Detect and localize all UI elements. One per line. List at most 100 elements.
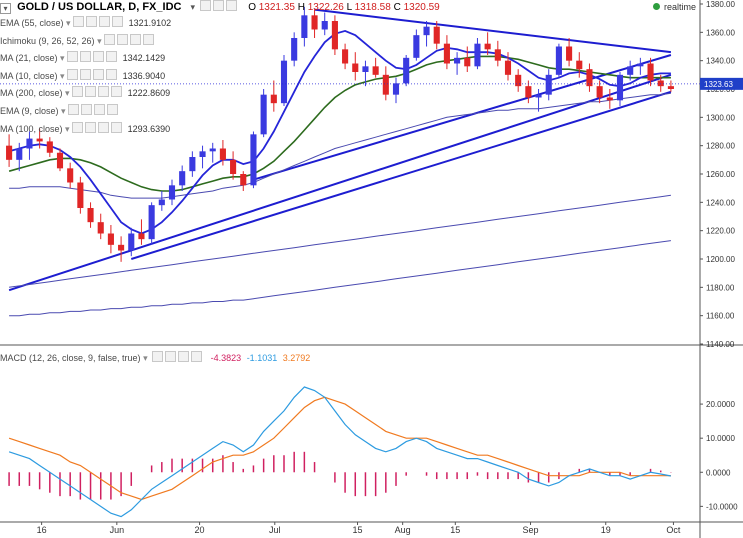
eye-icon[interactable]	[71, 86, 83, 98]
macd-legend[interactable]: MACD (12, 26, close, 9, false, true) ▾ -…	[0, 351, 311, 363]
candle[interactable]	[291, 38, 298, 61]
candle[interactable]	[657, 80, 664, 87]
candle[interactable]	[413, 35, 420, 58]
more-icon[interactable]	[142, 33, 154, 45]
indicator-menu-icon[interactable]: ▾	[62, 123, 70, 134]
candle[interactable]	[372, 66, 379, 75]
candle[interactable]	[189, 157, 196, 172]
candle[interactable]	[6, 145, 13, 160]
settings-icon[interactable]	[213, 0, 225, 11]
candle[interactable]	[209, 148, 216, 152]
candle[interactable]	[87, 208, 94, 223]
candle[interactable]	[179, 171, 186, 186]
indicator-label[interactable]: Ichimoku (9, 26, 52, 26)	[0, 35, 95, 46]
candle[interactable]	[576, 60, 583, 70]
trendline[interactable]	[314, 8, 672, 54]
candle[interactable]	[454, 57, 461, 64]
candle[interactable]	[230, 159, 237, 174]
candle[interactable]	[342, 49, 349, 64]
candle[interactable]	[240, 174, 247, 186]
candle[interactable]	[199, 151, 206, 157]
settings-icon[interactable]	[84, 121, 96, 133]
indicator-menu-icon[interactable]: ▾	[94, 35, 102, 46]
close-icon[interactable]	[98, 16, 110, 27]
candle[interactable]	[118, 244, 125, 251]
indicator-label[interactable]: MA (21, close)	[0, 53, 58, 64]
eye-icon[interactable]	[103, 33, 115, 45]
candle[interactable]	[586, 69, 593, 87]
candle[interactable]	[515, 74, 522, 87]
settings-icon[interactable]	[80, 104, 92, 115]
candle[interactable]	[525, 86, 532, 98]
indicator-row[interactable]: Ichimoku (9, 26, 52, 26) ▾	[0, 33, 160, 47]
candle[interactable]	[260, 94, 267, 135]
candle[interactable]	[67, 168, 74, 183]
close-icon[interactable]	[226, 0, 238, 11]
candle[interactable]	[667, 86, 674, 89]
candle[interactable]	[219, 148, 226, 160]
candle[interactable]	[504, 60, 512, 75]
indicator-row[interactable]: EMA (55, close) ▾ 1321.9102	[0, 16, 171, 29]
candle[interactable]	[464, 57, 471, 67]
indicator-label[interactable]: MA (10, close)	[0, 70, 58, 81]
more-icon[interactable]	[106, 104, 118, 115]
eye-icon[interactable]	[66, 51, 78, 63]
candle[interactable]	[545, 74, 552, 95]
candle[interactable]	[474, 43, 481, 67]
eye-icon[interactable]	[200, 0, 212, 11]
candle[interactable]	[647, 63, 654, 81]
eye-icon[interactable]	[152, 351, 164, 362]
indicator-menu-icon[interactable]: ▾	[58, 106, 66, 116]
more-icon[interactable]	[105, 51, 117, 63]
indicator-menu-icon[interactable]: ▾	[57, 53, 65, 64]
candle[interactable]	[423, 26, 430, 36]
more-icon[interactable]	[110, 121, 122, 133]
trendline[interactable]	[130, 90, 672, 260]
indicator-menu-icon[interactable]: ▾	[57, 70, 65, 81]
indicator-label[interactable]: MA (200, close)	[0, 88, 63, 99]
candle[interactable]	[56, 152, 64, 169]
candle[interactable]	[331, 21, 338, 50]
candle[interactable]	[596, 86, 603, 98]
more-icon[interactable]	[105, 68, 117, 80]
candle[interactable]	[566, 46, 573, 61]
candle[interactable]	[16, 148, 23, 160]
candle[interactable]	[443, 43, 450, 64]
candle[interactable]	[637, 63, 644, 67]
close-icon[interactable]	[92, 68, 104, 80]
settings-icon[interactable]	[79, 68, 91, 80]
close-icon[interactable]	[97, 86, 109, 98]
more-icon[interactable]	[191, 351, 203, 362]
settings-icon[interactable]	[165, 351, 177, 362]
indicator-row[interactable]: MA (10, close) ▾ 1336.9040	[0, 68, 165, 82]
candle[interactable]	[168, 185, 176, 200]
close-icon[interactable]	[97, 121, 109, 133]
candle[interactable]	[128, 233, 135, 251]
macd-label[interactable]: MACD (12, 26, close, 9, false, true)	[0, 353, 141, 363]
candle[interactable]	[36, 138, 43, 142]
header-controls-icon[interactable]: ▾	[190, 2, 196, 12]
candle[interactable]	[494, 49, 501, 61]
indicator-menu-icon[interactable]: ▾	[62, 88, 70, 99]
candle[interactable]	[403, 57, 410, 84]
candle[interactable]	[250, 134, 257, 186]
close-icon[interactable]	[178, 351, 190, 362]
indicator-label[interactable]: EMA (9, close)	[0, 106, 59, 116]
candle[interactable]	[138, 233, 145, 240]
candle[interactable]	[484, 43, 491, 50]
candle[interactable]	[46, 141, 53, 153]
eye-icon[interactable]	[67, 104, 79, 115]
indicator-row[interactable]: MA (100, close) ▾ 1293.6390	[0, 121, 170, 135]
settings-icon[interactable]	[84, 86, 96, 98]
eye-icon[interactable]	[72, 16, 84, 27]
candle[interactable]	[382, 74, 389, 95]
candle[interactable]	[26, 138, 33, 149]
candle[interactable]	[97, 222, 104, 234]
indicator-label[interactable]: MA (100, close)	[0, 123, 63, 134]
candle[interactable]	[627, 66, 634, 75]
candle[interactable]	[301, 15, 308, 39]
indicator-row[interactable]: MA (200, close) ▾ 1222.8609	[0, 86, 170, 99]
candle[interactable]	[606, 97, 613, 101]
candle[interactable]	[270, 94, 277, 104]
close-icon[interactable]	[129, 33, 141, 45]
